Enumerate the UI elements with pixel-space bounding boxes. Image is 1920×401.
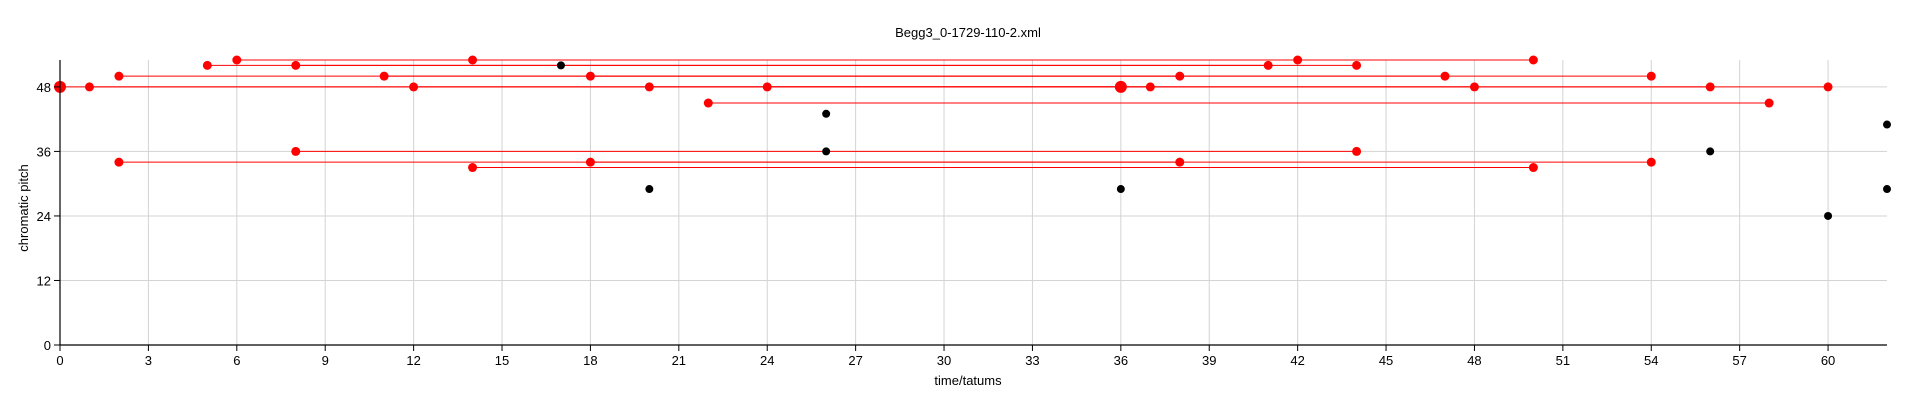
note-point (556, 61, 565, 70)
x-ticks: 0 3 6 9 12 15 18 21 24 27 30 33 36 39 42 45 48 51 54 57 60 (56, 345, 1835, 368)
x-tick-label: 24 (760, 353, 774, 368)
note-point (1823, 82, 1833, 92)
note-point (84, 82, 94, 92)
note-point (822, 147, 831, 156)
note-point (1706, 147, 1715, 156)
note-point (1824, 211, 1833, 220)
y-ticks: 0 12 24 36 48 (37, 80, 60, 353)
x-tick-label: 12 (406, 353, 420, 368)
note-point (1352, 60, 1362, 70)
note-point (291, 146, 301, 156)
x-tick-label: 30 (937, 353, 951, 368)
note-point (1114, 80, 1127, 93)
note-point (1528, 163, 1538, 173)
note-point (644, 82, 654, 92)
note-point (1646, 157, 1656, 167)
x-tick-label: 15 (495, 353, 509, 368)
note-point (1705, 82, 1715, 92)
note-point (1440, 71, 1450, 81)
x-tick-label: 42 (1290, 353, 1304, 368)
x-tick-label: 39 (1202, 353, 1216, 368)
chart-title: Begg3_0-1729-110-2.xml (895, 25, 1041, 40)
note-point (1263, 60, 1273, 70)
x-tick-label: 6 (233, 353, 240, 368)
x-tick-label: 3 (145, 353, 152, 368)
x-tick-label: 54 (1644, 353, 1658, 368)
note-point (1175, 71, 1185, 81)
x-tick-label: 36 (1114, 353, 1128, 368)
note-point (645, 185, 654, 194)
note-point (1469, 82, 1479, 92)
y-tick-label: 48 (37, 80, 51, 95)
note-point (1883, 185, 1891, 194)
note-point (114, 157, 124, 167)
x-tick-label: 60 (1821, 353, 1835, 368)
note-point (585, 157, 595, 167)
note-point (1175, 157, 1185, 167)
note-point (1352, 146, 1362, 156)
x-tick-label: 21 (672, 353, 686, 368)
y-tick-label: 12 (37, 273, 51, 288)
x-tick-label: 18 (583, 353, 597, 368)
note-point (1646, 71, 1656, 81)
y-tick-label: 0 (44, 338, 51, 353)
note-point (703, 98, 713, 108)
note-point (409, 82, 419, 92)
note-point (1293, 55, 1303, 65)
note-point (232, 55, 242, 65)
note-segments (60, 59, 1829, 169)
y-axis-label: chromatic pitch (16, 164, 31, 251)
note-point (1528, 55, 1538, 65)
y-tick-label: 24 (37, 209, 51, 224)
x-tick-label: 0 (56, 353, 63, 368)
x-tick-label: 51 (1556, 353, 1570, 368)
note-point (1883, 120, 1891, 129)
note-point (1116, 185, 1125, 194)
note-point (114, 71, 124, 81)
y-tick-label: 36 (37, 144, 51, 159)
x-tick-label: 48 (1467, 353, 1481, 368)
note-point (202, 60, 212, 70)
note-point (468, 55, 478, 65)
note-point (822, 109, 831, 118)
x-tick-label: 57 (1732, 353, 1746, 368)
note-point (1145, 82, 1155, 92)
note-point (762, 82, 772, 92)
x-tick-label: 45 (1379, 353, 1393, 368)
note-point (1764, 98, 1774, 108)
note-point (468, 163, 478, 173)
note-point (585, 71, 595, 81)
axes (59, 60, 1887, 346)
note-point (291, 60, 301, 70)
x-tick-label: 33 (1025, 353, 1039, 368)
x-axis-label: time/tatums (934, 373, 1002, 388)
note-point (379, 71, 389, 81)
x-tick-label: 27 (848, 353, 862, 368)
x-tick-label: 9 (322, 353, 329, 368)
note-points (54, 55, 1891, 220)
